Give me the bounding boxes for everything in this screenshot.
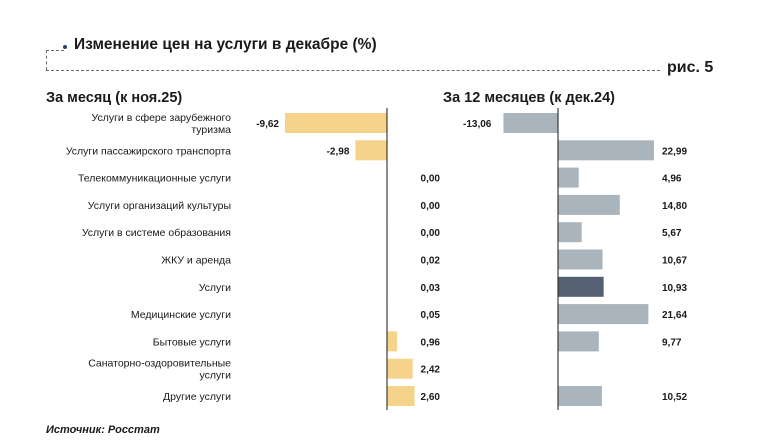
figure-label: рис. 5 — [667, 59, 714, 76]
annual-value-label: 5,67 — [662, 228, 682, 239]
category-label: Услуги организаций культуры — [88, 200, 231, 212]
monthly-bar — [387, 386, 415, 406]
monthly-value-label: -2,98 — [327, 146, 350, 157]
category-label: Услуги в сфере зарубежного туризма — [92, 112, 232, 136]
monthly-value-label: 0,03 — [421, 283, 441, 294]
chart-title: Изменение цен на услуги в декабре (%) — [74, 36, 377, 53]
annual-value-label: -13,06 — [463, 119, 492, 130]
monthly-bar — [387, 331, 398, 352]
annual-bar — [558, 222, 582, 243]
annual-value-label: 22,99 — [662, 146, 687, 157]
category-label: Другие услуги — [163, 391, 231, 403]
monthly-value-label: 0,96 — [421, 337, 441, 348]
title-bullet-icon — [63, 45, 67, 49]
category-label: Санаторно-оздоровительные услуги — [88, 358, 231, 382]
annual-value-label: 10,67 — [662, 256, 687, 267]
category-label: ЖКУ и аренда — [161, 255, 231, 267]
monthly-bar — [387, 358, 413, 379]
panel-title-annual: За 12 месяцев (к дек.24) — [443, 90, 616, 106]
monthly-value-label: 0,05 — [421, 310, 441, 321]
category-label: Услуги — [199, 282, 231, 294]
monthly-value-label: 0,00 — [421, 201, 441, 212]
annual-bar — [558, 386, 602, 406]
monthly-value-label: -9,62 — [256, 119, 279, 130]
annual-value-label: 14,80 — [662, 201, 687, 212]
panel-title-monthly: За месяц (к ноя.25) — [46, 90, 183, 106]
category-label: Бытовые услуги — [153, 336, 231, 348]
monthly-value-label: 0,02 — [421, 256, 441, 267]
annual-bar — [558, 276, 604, 297]
annual-value-label: 21,64 — [662, 310, 687, 321]
annual-bar — [558, 140, 654, 161]
monthly-value-label: 2,42 — [421, 365, 441, 376]
category-label: Услуги пассажирского транспорта — [66, 145, 231, 157]
annual-bar — [558, 304, 649, 325]
annual-bar — [558, 331, 599, 352]
annual-bar — [558, 167, 579, 188]
category-label: Медицинские услуги — [131, 309, 231, 321]
category-label: Телекоммуникационные услуги — [78, 173, 231, 185]
title-frame-underline — [46, 70, 660, 71]
title-frame-corner — [46, 50, 64, 70]
annual-value-label: 10,52 — [662, 392, 687, 403]
annual-bar — [558, 194, 620, 215]
annual-bar — [558, 249, 603, 270]
annual-value-label: 10,93 — [662, 283, 687, 294]
monthly-value-label: 0,00 — [421, 174, 441, 185]
category-label: Услуги в системе образования — [82, 227, 231, 239]
annual-value-label: 4,96 — [662, 174, 682, 185]
monthly-bar — [285, 113, 387, 133]
monthly-value-label: 0,00 — [421, 228, 441, 239]
annual-bar — [503, 113, 558, 133]
monthly-bar — [355, 140, 387, 161]
annual-value-label: 9,77 — [662, 337, 682, 348]
monthly-value-label: 2,60 — [421, 392, 441, 403]
source-note: Источник: Росстат — [46, 424, 160, 436]
